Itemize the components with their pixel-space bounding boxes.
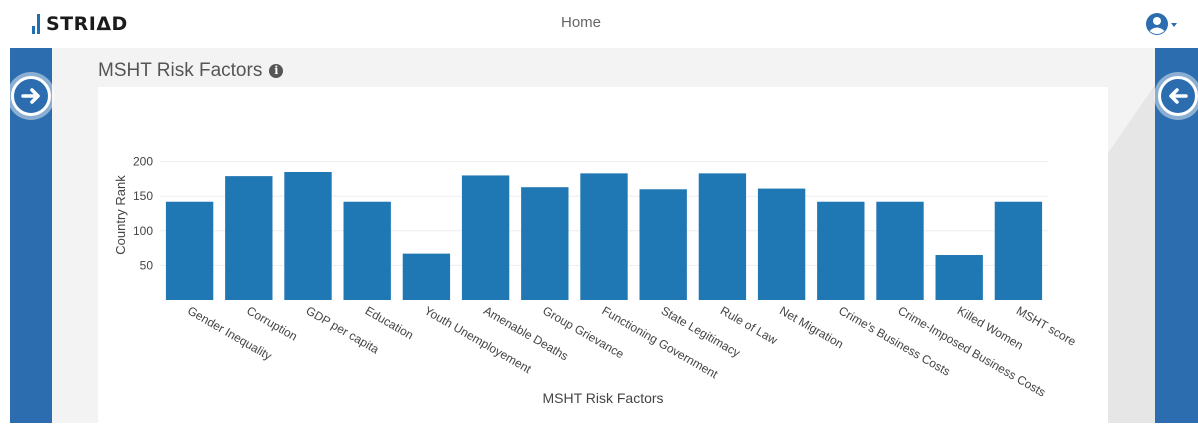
- caret-down-icon: [1171, 23, 1177, 27]
- bar-state-legitimacy[interactable]: [639, 189, 687, 300]
- right-sidebar: [1155, 48, 1198, 423]
- y-tick-label: 100: [133, 224, 153, 238]
- bar-rule-of-law[interactable]: [698, 173, 747, 300]
- logo-bars-icon: [32, 14, 42, 34]
- bar-functioning-government[interactable]: [580, 173, 628, 300]
- bar-amenable-deaths[interactable]: [461, 175, 510, 300]
- bar-crime-s-business-costs[interactable]: [817, 201, 865, 300]
- arrow-left-circle-icon: [1169, 88, 1188, 104]
- bar-education[interactable]: [343, 201, 391, 300]
- expand-right-button[interactable]: [1158, 76, 1198, 116]
- panel-title-text: MSHT Risk Factors: [98, 60, 263, 81]
- panel-fold: [1108, 85, 1155, 423]
- info-circle-icon[interactable]: i: [269, 64, 284, 78]
- arrow-right-circle-icon: [21, 88, 40, 104]
- y-tick-label: 150: [133, 189, 153, 203]
- x-tick-label: Education: [363, 303, 416, 342]
- bar-msht-score[interactable]: [994, 201, 1043, 300]
- logo-text: STRIΔD: [46, 13, 128, 35]
- y-axis-label: Country Rank: [113, 175, 128, 255]
- chart-card: 50 100 150 200 Gender Inequality Corruption G…: [98, 87, 1108, 423]
- top-bar: STRIΔD Home: [0, 0, 1198, 48]
- bar-group-grievance[interactable]: [521, 187, 569, 300]
- x-tick-label: Net Migration: [777, 303, 846, 351]
- x-tick-label: Crime's Business Costs: [836, 303, 952, 378]
- bar-gdp-per-capita[interactable]: [284, 171, 332, 300]
- expand-left-button[interactable]: [11, 76, 51, 116]
- bar-crime-imposed-business-costs[interactable]: [876, 201, 924, 300]
- user-menu-button[interactable]: [1145, 12, 1179, 38]
- bar-gender-inequality[interactable]: [165, 201, 214, 300]
- y-tick-label: 200: [133, 155, 153, 169]
- bar-killed-women[interactable]: [935, 255, 983, 300]
- bar-corruption[interactable]: [225, 176, 273, 300]
- bar-youth-unemployement[interactable]: [402, 253, 451, 300]
- x-axis-label: MSHT Risk Factors: [542, 390, 663, 406]
- y-tick-label: 50: [140, 258, 154, 272]
- panel-title: MSHT Risk Factors i: [98, 60, 284, 82]
- logo[interactable]: STRIΔD: [32, 12, 128, 36]
- x-tick-label: Youth Unemployement: [422, 303, 534, 376]
- left-sidebar: [10, 48, 52, 423]
- user-circle-icon: [1146, 13, 1168, 35]
- nav-home-link[interactable]: Home: [560, 14, 601, 31]
- bar-net-migration[interactable]: [757, 188, 806, 300]
